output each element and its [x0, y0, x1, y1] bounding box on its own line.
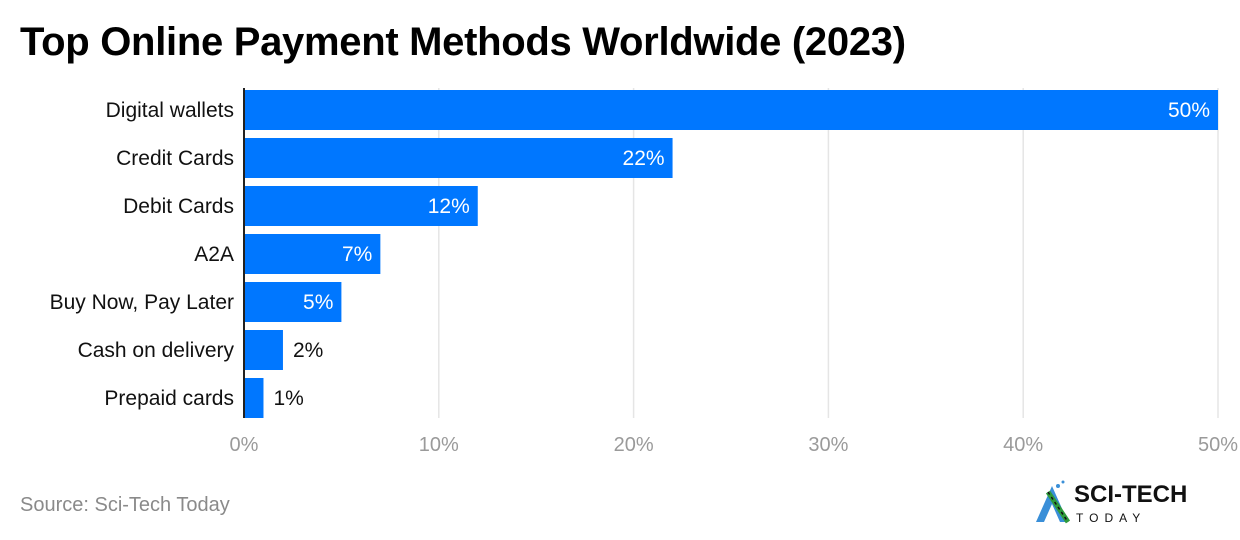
- category-label: Buy Now, Pay Later: [50, 291, 234, 314]
- bar: [244, 330, 283, 370]
- category-label: Debit Cards: [123, 195, 234, 218]
- x-tick-label: 50%: [1198, 434, 1238, 456]
- data-label: 50%: [1168, 99, 1210, 122]
- data-label: 7%: [342, 243, 372, 266]
- bar: [244, 282, 342, 322]
- data-label: 2%: [293, 339, 323, 362]
- bar: [244, 186, 478, 226]
- bar: [244, 234, 381, 274]
- x-tick-label: 30%: [808, 434, 848, 456]
- svg-text:TODAY: TODAY: [1076, 511, 1146, 525]
- x-tick-label: 20%: [614, 434, 654, 456]
- chart-title: Top Online Payment Methods Worldwide (20…: [20, 20, 906, 64]
- data-label: 12%: [428, 195, 470, 218]
- sci-tech-today-logo: SCI-TECH TODAY: [1036, 480, 1187, 525]
- bar: [244, 378, 264, 418]
- x-tick-label: 0%: [230, 434, 259, 456]
- bar: [244, 138, 673, 178]
- category-label: Prepaid cards: [104, 387, 234, 410]
- category-label: Credit Cards: [116, 147, 234, 170]
- category-label: Cash on delivery: [78, 339, 235, 362]
- x-tick-label: 10%: [419, 434, 459, 456]
- data-label: 5%: [303, 291, 333, 314]
- data-label: 22%: [623, 147, 665, 170]
- category-label: A2A: [194, 243, 234, 266]
- svg-text:SCI-TECH: SCI-TECH: [1074, 481, 1187, 508]
- data-label: 1%: [273, 387, 303, 410]
- source-note: Source: Sci-Tech Today: [20, 494, 230, 516]
- bar: [244, 90, 1218, 130]
- category-label: Digital wallets: [106, 99, 234, 122]
- x-tick-label: 40%: [1003, 434, 1043, 456]
